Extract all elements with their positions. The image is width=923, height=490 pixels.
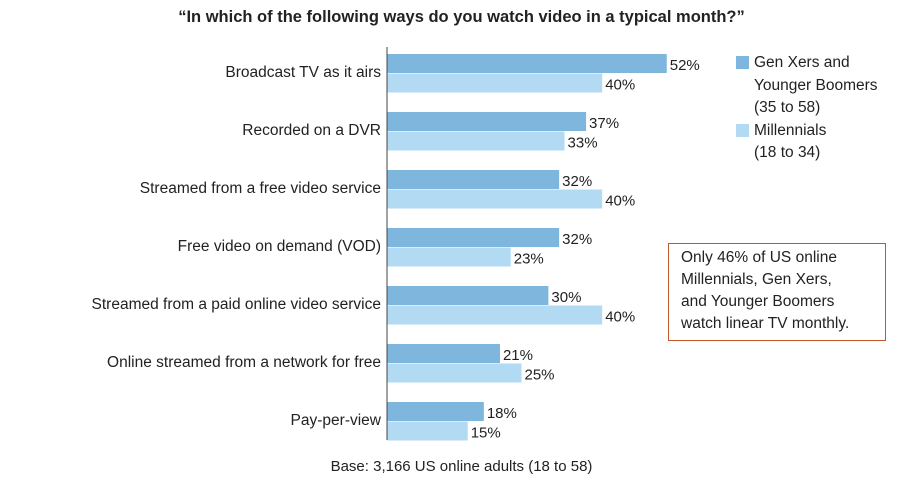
legend-label-series-1: Gen Xers and Younger Boomers (35 to 58) xyxy=(754,54,878,116)
bar-series-2-online-streamed-from-a-network-for-free xyxy=(387,363,522,383)
bars-layer: Broadcast TV as it airs 52% 40% Recorded on… xyxy=(92,54,700,442)
bar-series-1-free-video-on-demand-vod xyxy=(387,228,560,247)
data-label-series-2-broadcast-tv-as-it-airs: 40% xyxy=(605,77,635,94)
legend-swatch-series-2 xyxy=(736,123,749,137)
category-label-pay-per-view: Pay-per-view xyxy=(291,412,382,429)
category-label-online-streamed-from-a-network-for-free: Online streamed from a network for free xyxy=(107,354,381,371)
category-label-streamed-from-a-paid-online-video-service: Streamed from a paid online video servic… xyxy=(92,296,381,313)
legend-item-series-1: Gen Xers and Younger Boomers (35 to 58) xyxy=(736,52,916,120)
chart-title: “In which of the following ways do you w… xyxy=(178,8,745,26)
bar-series-1-streamed-from-a-paid-online-video-service xyxy=(387,286,549,305)
annotation-box: Only 46% of US online Millennials, Gen X… xyxy=(668,243,886,341)
legend-swatch-series-1 xyxy=(736,56,749,69)
data-label-series-2-online-streamed-from-a-network-for-free: 25% xyxy=(525,367,555,384)
data-label-series-2-streamed-from-a-paid-online-video-service: 40% xyxy=(605,309,635,326)
base-footnote: Base: 3,166 US online adults (18 to 58) xyxy=(330,458,593,475)
category-label-streamed-from-a-free-video-service: Streamed from a free video service xyxy=(140,180,381,197)
category-label-recorded-on-a-dvr: Recorded on a DVR xyxy=(242,122,381,139)
data-label-series-1-recorded-on-a-dvr: 37% xyxy=(589,115,619,132)
bar-series-1-pay-per-view xyxy=(387,402,484,421)
category-label-broadcast-tv-as-it-airs: Broadcast TV as it airs xyxy=(225,64,381,81)
legend: Gen Xers and Younger Boomers (35 to 58) … xyxy=(736,52,916,165)
bar-series-2-streamed-from-a-free-video-service xyxy=(387,189,603,209)
legend-label-series-2: Millennials (18 to 34) xyxy=(754,121,827,162)
data-label-series-2-free-video-on-demand-vod: 23% xyxy=(514,251,544,268)
bar-series-2-free-video-on-demand-vod xyxy=(387,247,511,267)
bar-series-2-recorded-on-a-dvr xyxy=(387,131,565,151)
data-label-series-2-recorded-on-a-dvr: 33% xyxy=(568,135,598,152)
bar-series-1-streamed-from-a-free-video-service xyxy=(387,170,560,189)
bar-series-1-recorded-on-a-dvr xyxy=(387,112,587,131)
bar-series-2-broadcast-tv-as-it-airs xyxy=(387,73,603,93)
legend-item-series-2: Millennials (18 to 34) xyxy=(736,120,916,165)
data-label-series-1-free-video-on-demand-vod: 32% xyxy=(562,231,592,248)
bar-series-1-broadcast-tv-as-it-airs xyxy=(387,54,667,73)
data-label-series-2-streamed-from-a-free-video-service: 40% xyxy=(605,193,635,210)
bar-series-2-streamed-from-a-paid-online-video-service xyxy=(387,305,603,325)
category-label-free-video-on-demand-vod: Free video on demand (VOD) xyxy=(178,238,381,255)
bar-series-1-online-streamed-from-a-network-for-free xyxy=(387,344,500,363)
data-label-series-1-broadcast-tv-as-it-airs: 52% xyxy=(670,57,700,74)
data-label-series-1-online-streamed-from-a-network-for-free: 21% xyxy=(503,347,533,364)
data-label-series-1-streamed-from-a-paid-online-video-service: 30% xyxy=(551,289,581,306)
data-label-series-2-pay-per-view: 15% xyxy=(471,425,501,442)
bar-series-2-pay-per-view xyxy=(387,421,468,441)
data-label-series-1-streamed-from-a-free-video-service: 32% xyxy=(562,173,592,190)
data-label-series-1-pay-per-view: 18% xyxy=(487,405,517,422)
